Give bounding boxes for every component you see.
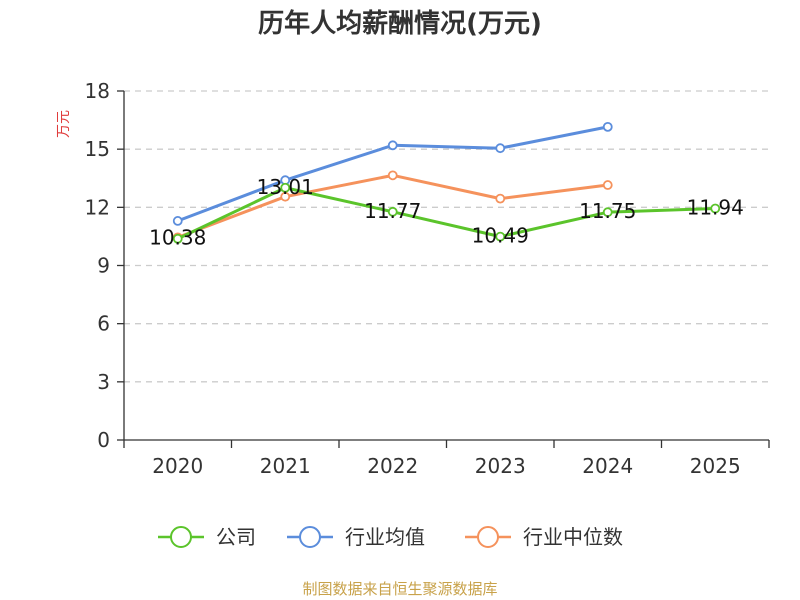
y-tick-label: 12 — [85, 195, 110, 219]
legend[interactable]: 公司 行业均值 行业中位数 — [158, 525, 623, 549]
data-point[interactable] — [602, 121, 613, 132]
y-tick-label: 18 — [85, 79, 110, 103]
legend-marker-icon — [477, 526, 499, 548]
data-point[interactable] — [495, 143, 506, 154]
data-point[interactable] — [280, 182, 291, 193]
series — [172, 121, 721, 244]
data-point[interactable] — [387, 206, 398, 217]
x-tick-label: 2022 — [367, 454, 418, 478]
x-tick-label: 2020 — [152, 454, 203, 478]
data-point[interactable] — [495, 231, 506, 242]
x-tick-label: 2025 — [690, 454, 741, 478]
x-tick-label: 2024 — [582, 454, 633, 478]
data-label: 11.75 — [579, 199, 636, 223]
data-labels: 10.38 13.01 11.77 10.49 11.75 11.94 — [149, 175, 744, 250]
y-axis-label: 万元 — [56, 110, 72, 138]
data-point[interactable] — [710, 203, 721, 214]
grid-lines — [124, 90, 769, 383]
data-point[interactable] — [172, 233, 183, 244]
source-note: 制图数据来自恒生聚源数据库 — [302, 580, 497, 598]
data-point[interactable] — [602, 180, 613, 190]
data-point[interactable] — [280, 191, 291, 202]
series-line-3 — [177, 186, 716, 241]
data-label: 10.49 — [472, 224, 529, 248]
data-point[interactable] — [495, 193, 506, 204]
data-label: 13.01 — [257, 175, 314, 199]
legend-item[interactable]: 公司 — [158, 525, 256, 549]
x-tick-label: 2023 — [475, 454, 526, 478]
y-tick-label: 3 — [97, 370, 110, 394]
legend-item[interactable]: 行业中位数 — [465, 525, 623, 549]
y-tick-label: 15 — [85, 137, 110, 161]
y-tick-label: 9 — [97, 254, 110, 278]
chart-title: 历年人均薪酬情况(万元) — [258, 8, 542, 39]
data-label: 11.94 — [687, 195, 744, 219]
legend-label: 公司 — [216, 525, 256, 549]
data-point[interactable] — [172, 216, 183, 226]
legend-label: 行业均值 — [345, 525, 425, 549]
x-tick-label: 2021 — [260, 454, 311, 478]
legend-marker-icon — [170, 526, 192, 548]
legend-item[interactable]: 行业均值 — [287, 525, 425, 549]
y-tick-label: 6 — [97, 312, 110, 336]
data-point[interactable] — [387, 140, 398, 151]
legend-label: 行业中位数 — [523, 525, 623, 549]
y-tick-label: 0 — [97, 428, 110, 452]
axes: 0 3 6 9 12 15 18 2020 2021 2022 2023 2024 2025 — [85, 79, 770, 478]
data-label: 11.77 — [364, 199, 421, 223]
data-label: 10.38 — [149, 226, 206, 250]
data-point[interactable] — [602, 207, 613, 218]
legend-marker-icon — [299, 526, 321, 548]
data-point[interactable] — [387, 170, 398, 181]
